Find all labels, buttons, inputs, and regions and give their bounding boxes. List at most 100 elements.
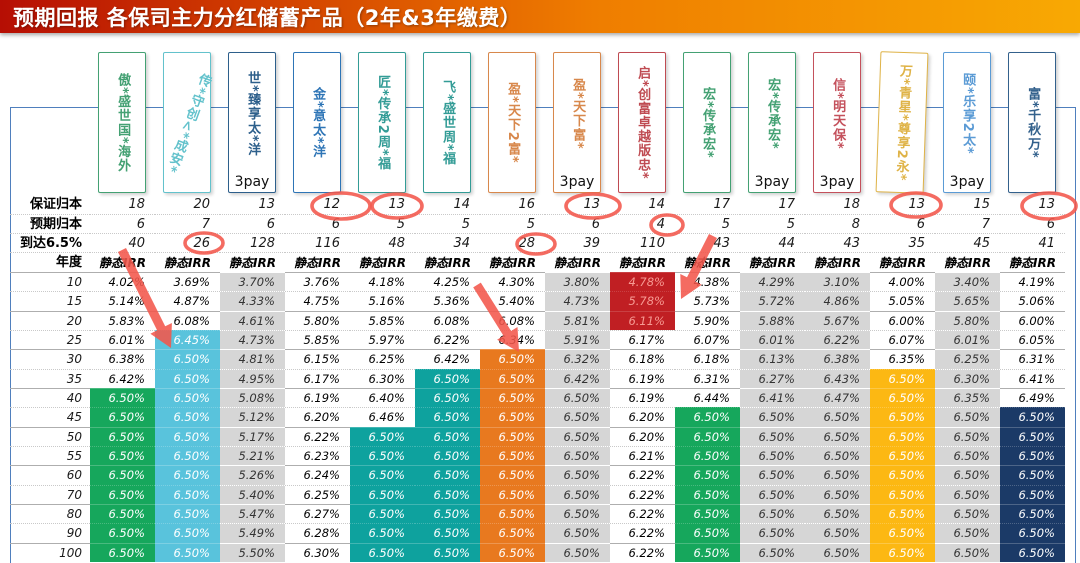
irr-cell: 6.50% [1000, 445, 1065, 466]
irr-cell: 6.22% [610, 523, 675, 542]
product-name-line: 万*青星*尊享2 [893, 63, 913, 160]
irr-cell: 6.50% [545, 387, 610, 408]
product-name: 世*臻享太*洋 [244, 71, 260, 157]
irr-cell: 6.50% [740, 407, 805, 427]
irr-cell: 4.86% [805, 291, 870, 311]
year-label: 30 [10, 349, 90, 368]
info-value-reach: 43 [805, 233, 870, 252]
irr-cell: 6.30% [935, 368, 1000, 388]
irr-cell: 6.50% [155, 523, 220, 543]
info-value-guarantee: 13 [258, 197, 275, 212]
irr-cell: 5.65% [935, 291, 1000, 311]
irr-cell: 6.25% [350, 349, 415, 368]
info-value-reach: 128 [220, 233, 285, 252]
irr-cell: 6.18% [675, 349, 740, 368]
irr-cell: 6.22% [610, 465, 675, 484]
irr-cell: 5.16% [350, 291, 415, 310]
year-label: 10 [10, 272, 90, 291]
irr-cell: 6.08% [155, 310, 220, 330]
info-value-reach: 45 [935, 233, 1000, 252]
info-value-reach: 48 [350, 233, 415, 252]
irr-cell: 6.50% [675, 465, 740, 485]
info-value-guarantee: 13 [583, 197, 600, 212]
irr-cell: 3.80% [545, 272, 610, 292]
product-name-line: 世*臻享 [245, 70, 261, 121]
irr-cell: 6.35% [870, 349, 935, 368]
info-value-guarantee: 12 [323, 197, 340, 212]
product-box-10: 宏*传承宏* [683, 52, 731, 193]
product-name-line: 万* [1025, 136, 1041, 159]
irr-cell: 6.34% [480, 329, 545, 349]
year-label: 90 [10, 523, 90, 542]
product-name: 盈*天下富* [569, 78, 585, 150]
irr-cell: 6.50% [935, 426, 1000, 446]
irr-cell: 6.01% [935, 329, 1000, 350]
irr-cell: 6.50% [805, 523, 870, 543]
info-value-guarantee: 14 [453, 197, 470, 212]
product-name-line: 传*守创<*成 [169, 70, 213, 155]
irr-cell: 6.42% [545, 368, 610, 388]
irr-cell: 4.95% [220, 368, 285, 388]
year-label: 25 [10, 329, 90, 349]
year-label: 55 [10, 445, 90, 465]
irr-cell: 5.83% [90, 310, 155, 330]
irr-cell: 6.01% [90, 329, 155, 349]
info-value-expected: 8 [805, 214, 870, 233]
irr-cell: 6.32% [545, 349, 610, 369]
irr-cell: 6.50% [415, 484, 480, 504]
irr-cell: 6.50% [545, 484, 610, 504]
year-label: 60 [10, 465, 90, 484]
irr-cell: 6.50% [870, 523, 935, 543]
info-value-expected: 6 [870, 214, 935, 233]
irr-cell: 6.25% [285, 484, 350, 504]
irr-cell: 6.50% [805, 407, 870, 427]
irr-cell: 6.50% [1000, 523, 1065, 543]
info-value-reach: 44 [740, 233, 805, 252]
irr-cell: 6.50% [870, 542, 935, 562]
irr-cell: 6.50% [155, 445, 220, 466]
irr-cell: 6.21% [610, 445, 675, 465]
irr-cell: 6.42% [90, 368, 155, 388]
irr-cell: 6.31% [1000, 349, 1065, 368]
irr-cell: 6.19% [610, 387, 675, 407]
irr-cell: 6.46% [350, 407, 415, 426]
irr-cell: 6.50% [90, 484, 155, 504]
irr-cell: 4.29% [740, 272, 805, 292]
irr-column-header: 静态IRR [155, 252, 220, 272]
irr-cell: 6.50% [870, 445, 935, 466]
irr-cell: 6.50% [415, 407, 480, 427]
product-box-5: 匠*传承2周*福 [358, 52, 406, 193]
pay-term-tag: 3pay [234, 174, 270, 190]
irr-cell: 4.19% [1000, 272, 1065, 291]
irr-cell: 6.27% [285, 503, 350, 523]
irr-cell: 6.40% [350, 387, 415, 407]
irr-cell: 6.50% [675, 503, 740, 524]
irr-column-header: 静态IRR [220, 252, 285, 272]
irr-cell: 5.81% [545, 310, 610, 330]
product-name: 颐*乐享2太* [959, 73, 975, 155]
product-box-8: 盈*天下富* 3pay [553, 52, 601, 193]
irr-cell: 6.00% [870, 310, 935, 330]
info-value-reach: 41 [1000, 233, 1065, 252]
irr-cell: 5.26% [220, 465, 285, 485]
irr-cell: 6.24% [285, 465, 350, 484]
product-name: 富*千秋万* [1024, 87, 1040, 159]
irr-column-header: 静态IRR [545, 252, 610, 272]
info-value-guarantee: 20 [193, 197, 210, 212]
irr-cell: 6.50% [480, 445, 545, 466]
info-value-expected: 6 [220, 214, 285, 233]
irr-column-header: 静态IRR [805, 252, 870, 272]
irr-cell: 6.41% [1000, 368, 1065, 388]
product-name-line: 富* [570, 127, 586, 150]
row-label-expected: 预期归本 [10, 214, 90, 233]
product-name-line: 信*明天 [830, 77, 846, 128]
irr-cell: 6.50% [1000, 542, 1065, 562]
info-value-reach: 110 [610, 233, 675, 252]
irr-cell: 4.61% [220, 310, 285, 330]
irr-cell: 5.40% [480, 291, 545, 310]
irr-cell: 6.50% [935, 523, 1000, 543]
product-name-line: 永* [893, 159, 909, 182]
irr-cell: 3.69% [155, 272, 220, 291]
info-value-guarantee: 18 [843, 197, 860, 212]
irr-column-header: 静态IRR [350, 252, 415, 272]
